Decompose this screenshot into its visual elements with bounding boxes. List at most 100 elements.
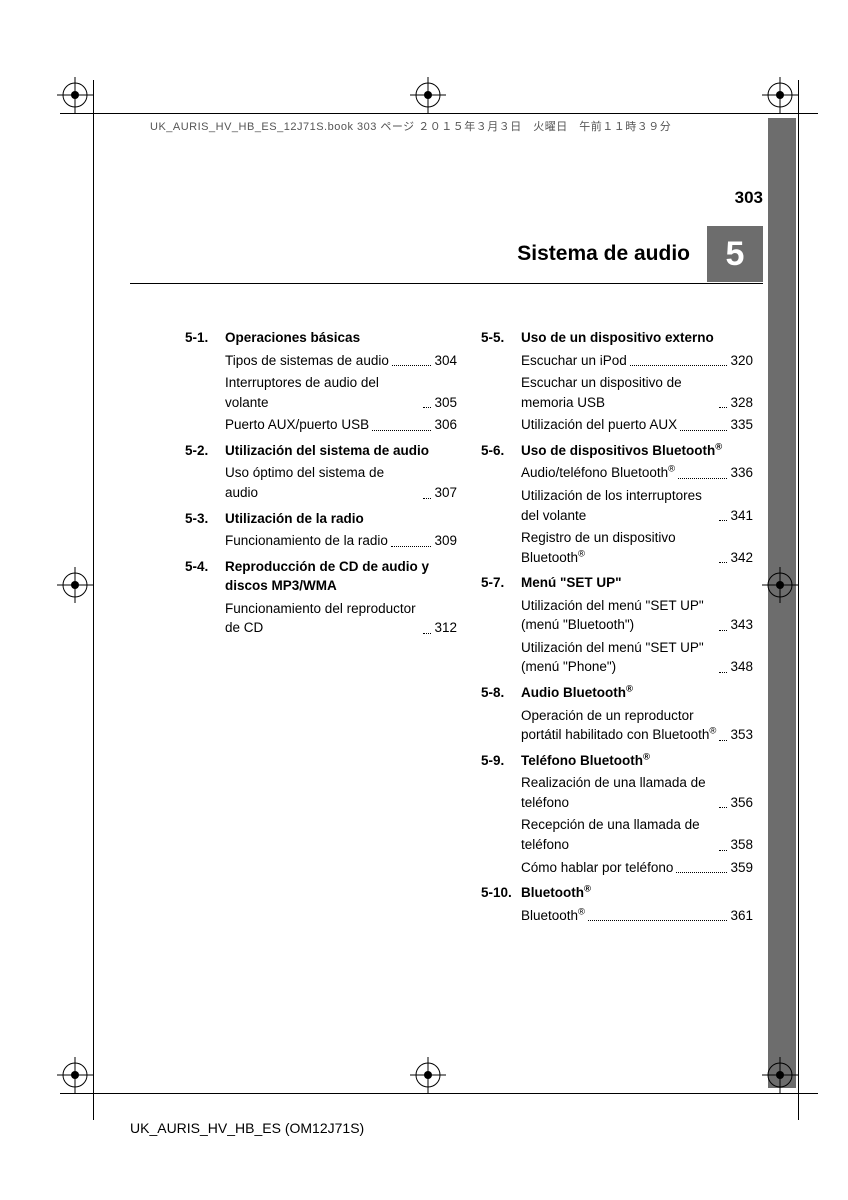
toc-entry-page: 359 — [730, 858, 753, 878]
toc-entry-page: 305 — [434, 393, 457, 413]
toc-section-heading: 5-4.Reproducción de CD de audio y discos… — [185, 557, 457, 596]
toc-entry-page: 358 — [730, 835, 753, 855]
toc-leader-dots — [719, 519, 727, 521]
toc-entry: Utilización de los interruptores del vol… — [521, 486, 753, 525]
print-header: UK_AURIS_HV_HB_ES_12J71S.book 303 ページ ２０… — [150, 118, 671, 134]
toc-entry: Escuchar un iPod320 — [521, 351, 753, 371]
toc-leader-dots — [719, 806, 727, 808]
toc-leader-dots — [719, 629, 727, 631]
toc-leader-dots — [719, 406, 727, 408]
toc-entry-page: 353 — [730, 725, 753, 745]
toc-entry-label: Funcionamiento de la radio — [225, 531, 388, 551]
toc-leader-dots — [588, 919, 727, 921]
toc-entry: Tipos de sistemas de audio 304 — [225, 351, 457, 371]
toc-section-heading: 5-2.Utilización del sistema de audio — [185, 441, 457, 461]
toc-section-heading: 5-9.Teléfono Bluetooth® — [481, 751, 753, 771]
toc-leader-dots — [680, 429, 727, 431]
toc-leader-dots — [392, 364, 432, 366]
toc-section-number: 5-1. — [185, 328, 225, 348]
toc-entry: Utilización del puerto AUX 335 — [521, 415, 753, 435]
toc-entry: Recepción de una llamada de teléfono 358 — [521, 815, 753, 854]
toc-entry-label: Recepción de una llamada de teléfono — [521, 815, 716, 854]
toc-entry-label: Puerto AUX/puerto USB — [225, 415, 369, 435]
toc-section-number: 5-8. — [481, 683, 521, 703]
toc-entry-label: Cómo hablar por teléfono — [521, 858, 673, 878]
footer-document-code: UK_AURIS_HV_HB_ES (OM12J71S) — [130, 1120, 364, 1136]
toc-section-number: 5-10. — [481, 883, 521, 903]
toc-entry-label: Funcionamiento del reproductor de CD — [225, 599, 420, 638]
toc-section-title: Reproducción de CD de audio y discos MP3… — [225, 557, 457, 596]
toc-entry: Interruptores de audio del volante305 — [225, 373, 457, 412]
toc-entry: Puerto AUX/puerto USB306 — [225, 415, 457, 435]
toc-section-title: Menú "SET UP" — [521, 573, 753, 593]
toc-section-heading: 5-7.Menú "SET UP" — [481, 573, 753, 593]
toc-section-title: Bluetooth® — [521, 883, 753, 903]
toc-leader-dots — [630, 364, 728, 366]
chapter-number-box: 5 — [707, 226, 763, 282]
toc-section-number: 5-4. — [185, 557, 225, 577]
toc-leader-dots — [719, 671, 727, 673]
toc-section-title: Teléfono Bluetooth® — [521, 751, 753, 771]
toc-left-column: 5-1.Operaciones básicas Tipos de sistemas… — [185, 328, 457, 925]
registration-mark-icon — [762, 1057, 798, 1093]
toc-section-heading: 5-10.Bluetooth® — [481, 883, 753, 903]
toc-leader-dots — [391, 545, 432, 547]
toc-section-title: Uso de un dispositivo externo — [521, 328, 753, 348]
toc-entry-page: 361 — [730, 906, 753, 926]
toc-entry-page: 348 — [730, 657, 753, 677]
toc-entry-label: Audio/teléfono Bluetooth® — [521, 463, 675, 483]
toc-entry-label: Tipos de sistemas de audio — [225, 351, 389, 371]
toc-entry: Operación de un reproductor portátil hab… — [521, 706, 753, 745]
registration-mark-icon — [57, 77, 93, 113]
toc-leader-dots — [678, 477, 727, 479]
toc-section-number: 5-7. — [481, 573, 521, 593]
registration-mark-icon — [410, 1057, 446, 1093]
toc-section-title: Operaciones básicas — [225, 328, 457, 348]
toc-entry: Escuchar un dispositivo de memoria USB32… — [521, 373, 753, 412]
toc-entry-page: 343 — [730, 615, 753, 635]
toc-entry-page: 304 — [434, 351, 457, 371]
toc-section-heading: 5-6.Uso de dispositivos Bluetooth® — [481, 441, 753, 461]
toc-section-number: 5-6. — [481, 441, 521, 461]
toc-leader-dots — [423, 497, 431, 499]
toc-section-title: Audio Bluetooth® — [521, 683, 753, 703]
registration-mark-icon — [410, 77, 446, 113]
toc-leader-dots — [423, 632, 431, 634]
toc-entry-label: Bluetooth® — [521, 906, 585, 926]
toc-entry-page: 356 — [730, 793, 753, 813]
trim-line-top — [60, 113, 818, 114]
toc-section-number: 5-3. — [185, 509, 225, 529]
toc-entry: Funcionamiento de la radio309 — [225, 531, 457, 551]
toc-entry-page: 312 — [434, 618, 457, 638]
toc-section-heading: 5-1.Operaciones básicas — [185, 328, 457, 348]
toc-leader-dots — [719, 561, 727, 563]
toc-entry-label: Registro de un dispositivo Bluetooth® — [521, 528, 716, 567]
toc-entry: Cómo hablar por teléfono 359 — [521, 858, 753, 878]
chapter-title-bar: Sistema de audio 5 — [130, 225, 763, 284]
table-of-contents: 5-1.Operaciones básicas Tipos de sistemas… — [185, 328, 753, 925]
toc-entry: Uso óptimo del sistema de audio 307 — [225, 463, 457, 502]
toc-section-title: Utilización del sistema de audio — [225, 441, 457, 461]
section-side-tab — [768, 118, 796, 1088]
toc-section-title: Utilización de la radio — [225, 509, 457, 529]
toc-section-number: 5-2. — [185, 441, 225, 461]
toc-entry-label: Uso óptimo del sistema de audio — [225, 463, 420, 502]
toc-section-heading: 5-3.Utilización de la radio — [185, 509, 457, 529]
toc-entry-page: 335 — [730, 415, 753, 435]
toc-section-number: 5-5. — [481, 328, 521, 348]
trim-line-right — [798, 80, 799, 1120]
toc-entry-label: Utilización del menú "SET UP" (menú "Pho… — [521, 638, 716, 677]
toc-entry-page: 342 — [730, 548, 753, 568]
chapter-title: Sistema de audio — [517, 242, 690, 266]
toc-entry-label: Utilización de los interruptores del vol… — [521, 486, 716, 525]
page-number: 303 — [735, 188, 763, 208]
toc-entry-page: 328 — [730, 393, 753, 413]
toc-entry-page: 336 — [730, 463, 753, 483]
toc-entry-label: Escuchar un iPod — [521, 351, 627, 371]
toc-section-number: 5-9. — [481, 751, 521, 771]
registration-mark-icon — [57, 1057, 93, 1093]
toc-entry-page: 307 — [434, 483, 457, 503]
toc-entry-label: Utilización del puerto AUX — [521, 415, 677, 435]
trim-line-bottom — [60, 1093, 818, 1094]
registration-mark-icon — [57, 567, 93, 603]
